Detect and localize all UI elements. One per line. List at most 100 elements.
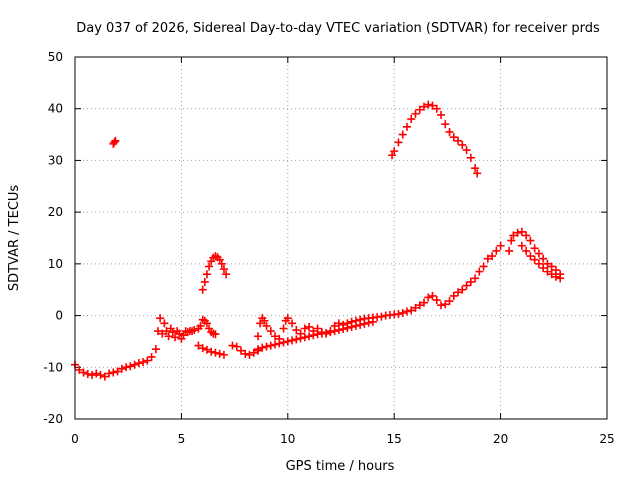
data-point <box>326 328 335 337</box>
data-point <box>249 348 258 357</box>
data-point <box>109 368 118 377</box>
data-point <box>122 363 131 372</box>
data-point <box>300 324 309 333</box>
data-point <box>254 332 263 341</box>
data-point <box>262 342 271 351</box>
data-point <box>462 281 471 290</box>
data-point <box>454 136 463 145</box>
x-tick-label: 0 <box>71 432 79 446</box>
data-point <box>292 326 301 335</box>
data-point <box>279 324 288 333</box>
data-point <box>330 327 339 336</box>
data-point <box>466 153 475 162</box>
data-point <box>305 322 314 331</box>
data-point <box>305 332 314 341</box>
data-point <box>347 322 356 331</box>
y-tick-label: -20 <box>43 412 63 426</box>
data-points <box>71 100 565 381</box>
x-tick-label: 20 <box>493 432 508 446</box>
data-point <box>283 314 292 323</box>
y-tick-label: 10 <box>48 257 63 271</box>
data-point <box>117 364 126 373</box>
data-point <box>449 291 458 300</box>
data-point <box>415 301 424 310</box>
data-point <box>160 319 169 328</box>
data-point <box>266 327 275 336</box>
data-point <box>211 330 220 339</box>
data-point <box>407 115 416 124</box>
data-point <box>390 147 399 156</box>
data-point <box>424 293 433 302</box>
data-point <box>217 259 226 268</box>
data-point <box>547 262 556 271</box>
data-point <box>522 246 531 255</box>
data-point <box>534 249 543 258</box>
data-point <box>526 236 535 245</box>
data-point <box>202 270 211 279</box>
data-point <box>492 246 501 255</box>
data-point <box>105 369 114 378</box>
data-point <box>437 301 446 310</box>
data-point <box>517 241 526 250</box>
data-point <box>110 138 119 147</box>
data-point <box>356 320 365 329</box>
data-point <box>505 246 514 255</box>
data-point <box>402 122 411 131</box>
data-point <box>530 255 539 264</box>
data-point <box>419 298 428 307</box>
data-point <box>258 343 267 352</box>
data-point <box>530 244 539 253</box>
data-point <box>351 321 360 330</box>
data-point <box>196 321 205 330</box>
data-point <box>466 277 475 286</box>
data-point <box>202 319 211 328</box>
data-point <box>300 333 309 342</box>
data-point <box>377 312 386 321</box>
x-tick-label: 10 <box>280 432 295 446</box>
y-tick-label: 0 <box>55 309 63 323</box>
data-point <box>534 259 543 268</box>
data-point <box>175 329 184 338</box>
y-tick-label: 50 <box>48 50 63 64</box>
data-point <box>83 370 92 379</box>
data-point <box>151 345 160 354</box>
data-point <box>92 369 101 378</box>
data-point <box>211 348 220 357</box>
data-point <box>428 101 437 110</box>
data-point <box>543 267 552 276</box>
data-point <box>445 297 454 306</box>
data-point <box>556 274 565 283</box>
data-point <box>147 352 156 361</box>
data-point <box>126 362 135 371</box>
data-point <box>428 291 437 300</box>
data-point <box>198 285 207 294</box>
data-point <box>479 262 488 271</box>
data-point <box>419 102 428 111</box>
data-point <box>507 236 516 245</box>
data-point <box>360 319 369 328</box>
data-point <box>513 228 522 237</box>
data-point <box>343 323 352 332</box>
data-point <box>162 327 171 336</box>
y-tick-label: 20 <box>48 205 63 219</box>
data-point <box>88 371 97 380</box>
data-point <box>334 319 343 328</box>
data-point <box>483 254 492 263</box>
data-point <box>130 360 139 369</box>
data-point <box>411 303 420 312</box>
data-point <box>402 307 411 316</box>
data-point <box>171 333 180 342</box>
data-point <box>496 241 505 250</box>
data-point <box>153 327 162 336</box>
data-point <box>266 341 275 350</box>
data-point <box>164 332 173 341</box>
data-point <box>271 332 280 341</box>
data-point <box>288 319 297 328</box>
data-point <box>449 133 458 142</box>
data-point <box>432 104 441 113</box>
data-point <box>441 120 450 129</box>
plot-frame <box>74 56 608 420</box>
data-point <box>241 349 250 358</box>
y-tick-label: -10 <box>43 360 63 374</box>
